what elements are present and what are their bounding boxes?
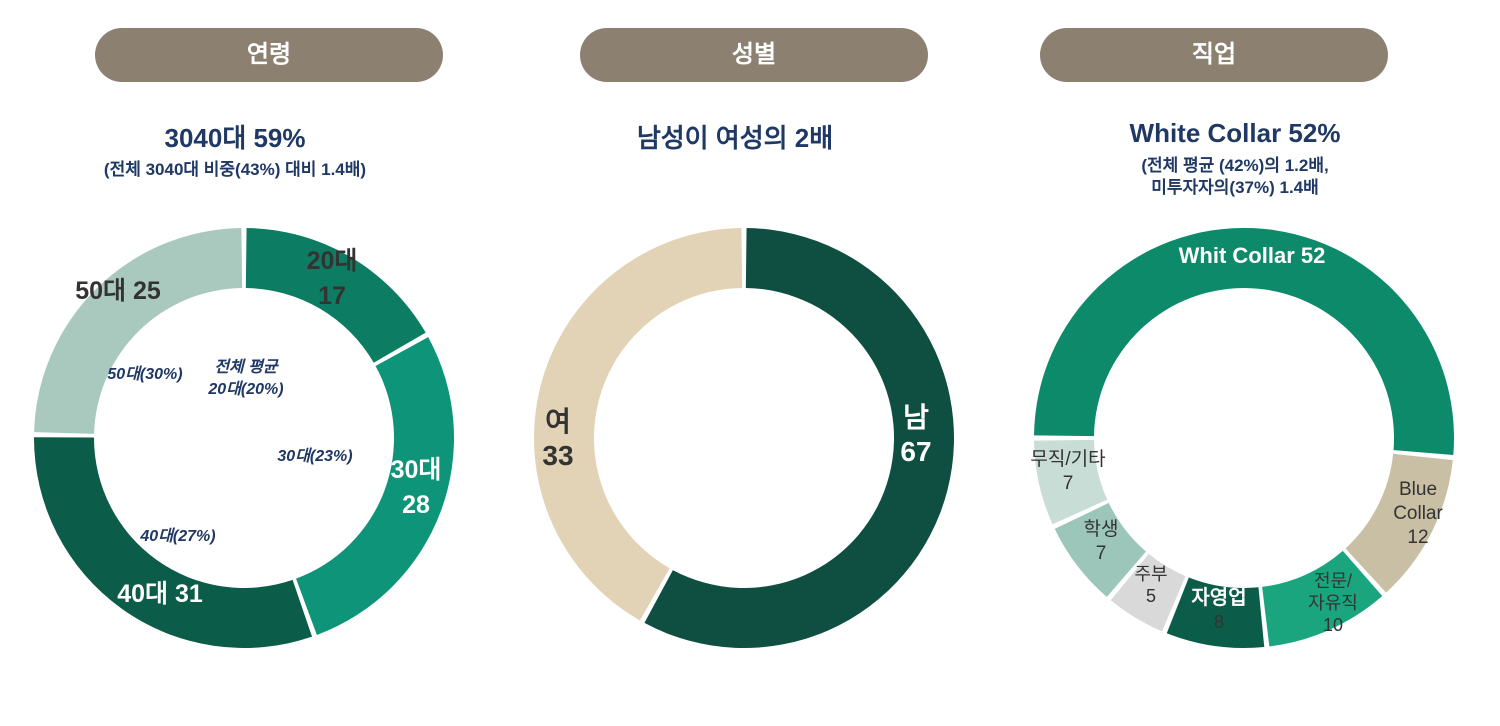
svg-text:5: 5 bbox=[1146, 586, 1156, 606]
svg-text:67: 67 bbox=[900, 436, 931, 467]
svg-text:남: 남 bbox=[903, 402, 929, 433]
svg-text:8: 8 bbox=[1214, 612, 1224, 632]
svg-text:20대(20%): 20대(20%) bbox=[207, 380, 283, 398]
svg-text:17: 17 bbox=[318, 282, 346, 310]
svg-text:자유직: 자유직 bbox=[1308, 593, 1358, 613]
svg-text:40대(27%): 40대(27%) bbox=[139, 527, 215, 545]
svg-text:전문/: 전문/ bbox=[1314, 571, 1352, 591]
svg-text:Whit Collar 52: Whit Collar 52 bbox=[1179, 243, 1326, 268]
svg-text:30대(23%): 30대(23%) bbox=[277, 447, 352, 465]
svg-text:무직/기타: 무직/기타 bbox=[1030, 448, 1105, 470]
svg-text:학생: 학생 bbox=[1084, 518, 1119, 540]
svg-text:여: 여 bbox=[545, 406, 571, 437]
svg-text:전체 평균: 전체 평균 bbox=[214, 358, 280, 376]
svg-text:10: 10 bbox=[1323, 615, 1343, 635]
svg-text:7: 7 bbox=[1063, 473, 1074, 494]
svg-text:주부: 주부 bbox=[1134, 564, 1167, 584]
svg-text:40대 31: 40대 31 bbox=[117, 580, 203, 608]
svg-text:30대: 30대 bbox=[391, 456, 442, 484]
svg-text:28: 28 bbox=[402, 491, 430, 519]
svg-text:7: 7 bbox=[1096, 543, 1107, 564]
svg-text:자영업: 자영업 bbox=[1191, 586, 1246, 609]
svg-text:20대: 20대 bbox=[307, 247, 358, 275]
svg-text:12: 12 bbox=[1407, 527, 1428, 548]
svg-text:Blue: Blue bbox=[1399, 479, 1437, 500]
svg-text:50대(30%): 50대(30%) bbox=[107, 365, 182, 383]
svg-text:50대 25: 50대 25 bbox=[75, 277, 161, 305]
svg-text:33: 33 bbox=[542, 440, 573, 471]
svg-text:Collar: Collar bbox=[1393, 503, 1443, 524]
